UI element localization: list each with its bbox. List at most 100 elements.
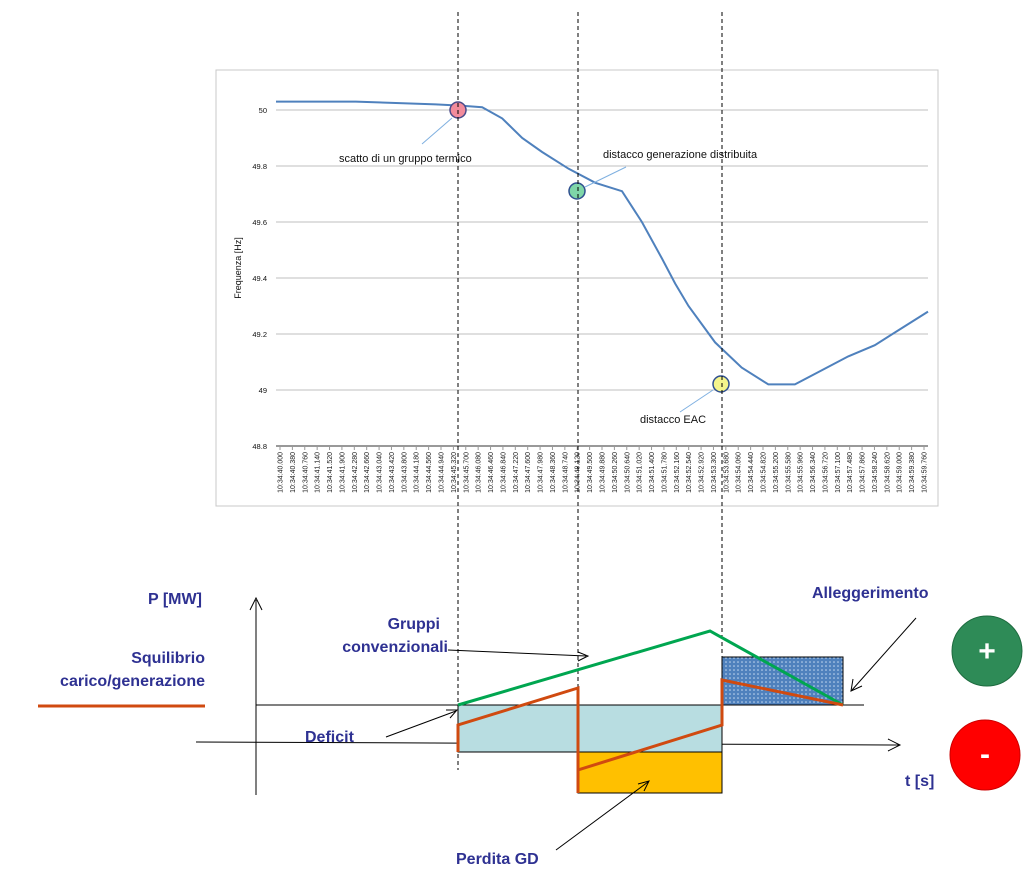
minus-sign: -: [980, 738, 990, 771]
p-axis-label: P [MW]: [148, 591, 202, 608]
annotation-unit-trip: scatto di un gruppo termico: [339, 153, 472, 165]
x-tick-label: 10:34:55.200: [773, 452, 780, 493]
x-tick-label: 10:34:46.460: [488, 452, 495, 493]
x-tick-label: 10:34:58.620: [884, 452, 891, 493]
callout-alleggerimento-head: [850, 678, 863, 692]
x-tick-label: 10:34:50.640: [624, 452, 631, 493]
x-tick-label: 10:34:49.880: [600, 452, 607, 493]
x-tick-label: 10:34:48.740: [562, 452, 569, 493]
x-tick-label: 10:34:54.820: [761, 452, 768, 493]
x-tick-label: 10:34:43.800: [401, 452, 408, 493]
load-shedding-area: [721, 656, 844, 706]
y-tick-label: 49.2: [252, 330, 267, 339]
y-tick-labels: 50 49.8 49.6 49.4 49.2 49 48.8: [252, 106, 267, 451]
annotation-arrow-3: [679, 389, 714, 413]
annotation-arrow-2: [584, 166, 627, 188]
x-tick-label: 10:34:41.520: [327, 452, 334, 493]
x-tick-label: 10:34:50.260: [612, 452, 619, 493]
label-gruppi-line2: convenzionali: [342, 639, 448, 656]
chart-frame: [215, 69, 939, 507]
event-marker-dg-disconnect: [568, 182, 586, 200]
x-tick-label: 10:34:41.900: [339, 452, 346, 493]
x-tick-label: 10:34:46.840: [500, 452, 507, 493]
callout-perdita-head: [637, 780, 650, 792]
x-tick-label: 10:34:56.720: [822, 452, 829, 493]
x-tick-label: 10:34:40.000: [278, 452, 285, 493]
p-axis-arrowhead: [249, 596, 263, 611]
x-tick-label: 10:34:48.360: [550, 452, 557, 493]
x-tick-label: 10:34:54.440: [748, 452, 755, 493]
x-tick-label: 10:34:59.760: [922, 452, 929, 493]
x-tick-label: 10:34:49.120: [575, 452, 582, 493]
x-tick-label: 10:34:44.180: [414, 452, 421, 493]
grid-lines: [276, 109, 928, 391]
y-tick-label: 49.8: [252, 162, 267, 171]
x-tick-label: 10:34:46.080: [476, 452, 483, 493]
x-tick-label: 10:34:45.320: [451, 452, 458, 493]
x-tick-label: 10:34:40.760: [302, 452, 309, 493]
x-tick-label: 10:34:57.100: [835, 452, 842, 493]
legend-label-line2: carico/generazione: [60, 673, 205, 690]
x-tick-label: 10:34:53.300: [711, 452, 718, 493]
dg-loss-area: [577, 751, 723, 794]
callout-deficit-head: [446, 709, 459, 719]
label-gruppi-line1: Gruppi: [388, 616, 440, 633]
y-tick-label: 49.6: [252, 218, 267, 227]
x-tick-label: 10:34:51.780: [661, 452, 668, 493]
x-tick-label: 10:34:51.020: [637, 452, 644, 493]
y-tick-label: 50: [259, 106, 267, 115]
x-tick-label: 10:34:42.660: [364, 452, 371, 493]
x-tick-label: 10:34:54.060: [736, 452, 743, 493]
x-tick-label: 10:34:41.140: [315, 452, 322, 493]
callout-perdita: [555, 781, 649, 851]
label-deficit: Deficit: [305, 729, 355, 746]
y-axis-label: Frequenza [Hz]: [233, 237, 243, 299]
x-tick-label: 10:34:53.680: [723, 452, 730, 493]
x-tick-label: 10:34:59.000: [897, 452, 904, 493]
x-tick-label: 10:34:51.400: [649, 452, 656, 493]
plus-badge: [951, 615, 1023, 687]
x-tick-label: 10:34:55.580: [785, 452, 792, 493]
event-marker-eac: [712, 375, 730, 393]
x-tick-label: 10:34:55.960: [798, 452, 805, 493]
y-tick-label: 48.8: [252, 442, 267, 451]
x-tick-label: 10:34:44.560: [426, 452, 433, 493]
annotation-dg-disconnect: distacco generazione distribuita: [603, 149, 758, 161]
t-axis-arrowhead: [887, 738, 902, 752]
x-tick-label: 10:34:40.380: [290, 452, 297, 493]
x-tick-label: 10:34:56.340: [810, 452, 817, 493]
plus-sign: +: [978, 635, 996, 668]
x-tick-label: 10:34:52.160: [674, 452, 681, 493]
x-tick-label: 10:34:57.860: [860, 452, 867, 493]
power-diagram: P [MW] t [s] Squilibrio carico/generazio…: [38, 585, 1023, 868]
x-tick-label: 10:34:57.480: [847, 452, 854, 493]
x-tick-label: 10:34:58.240: [872, 452, 879, 493]
x-tick-label: 10:34:52.540: [686, 452, 693, 493]
minus-badge: [949, 719, 1021, 791]
label-alleggerimento: Alleggerimento: [812, 585, 929, 602]
x-tick-label: 10:34:59.380: [909, 452, 916, 493]
annotation-arrow-1: [421, 117, 453, 145]
callout-gruppi-head: [577, 651, 590, 662]
x-tick-label: 10:34:43.420: [389, 452, 396, 493]
annotation-eac: distacco EAC: [640, 414, 706, 426]
callout-alleggerimento: [851, 617, 917, 691]
callout-gruppi: [447, 649, 587, 657]
y-tick-label: 49: [259, 386, 267, 395]
x-tick-label: 10:34:42.280: [352, 452, 359, 493]
legend-label-line1: Squilibrio: [131, 650, 205, 667]
y-tick-label: 49.4: [252, 274, 267, 283]
t-axis-label: t [s]: [905, 773, 934, 790]
x-tick-label: 10:34:45.700: [463, 452, 470, 493]
imbalance-line: [456, 678, 844, 793]
x-tick-labels: 10:34:40.000 10:34:40.380 10:34:40.760 10:3…: [278, 446, 929, 493]
x-tick-label: 10:34:44.940: [439, 452, 446, 493]
conventional-units-line: [457, 629, 844, 707]
x-tick-label: 10:34:47.980: [538, 452, 545, 493]
callout-deficit: [385, 710, 457, 738]
x-tick-label: 10:34:47.220: [513, 452, 520, 493]
x-tick-label: 10:34:47.600: [525, 452, 532, 493]
label-perdita: Perdita GD: [456, 851, 539, 868]
